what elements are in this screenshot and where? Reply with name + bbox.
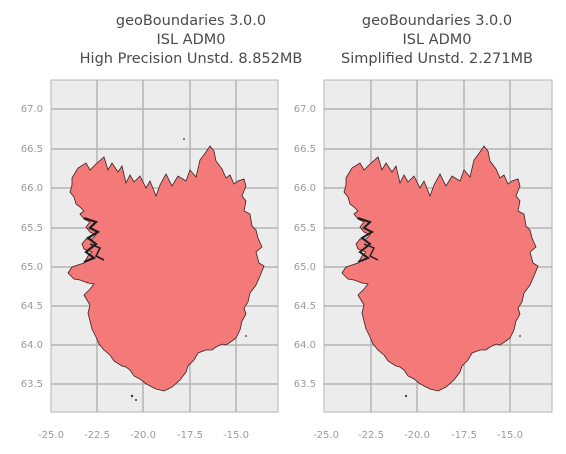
- right-map-title: geoBoundaries 3.0.0 ISL ADM0 Simplified …: [302, 12, 566, 69]
- right-ytick-65.0: 65.0: [294, 262, 316, 273]
- right-title-line-3: Simplified Unstd. 2.271MB: [341, 51, 533, 67]
- right-ytick-66.0: 66.0: [294, 183, 316, 194]
- left-title-line-2: ISL ADM0: [156, 32, 226, 48]
- left-xtick-25.0: -25.0: [38, 430, 64, 441]
- left-ytick-67.0: 67.0: [21, 104, 43, 115]
- right-x-axis-ticks: -25.0 -22.5 -20.0 -17.5 -15.0: [313, 430, 523, 441]
- left-y-axis-ticks: 67.0 66.5 66.0 65.5 65.0 64.5 64.0 63.5: [21, 104, 43, 390]
- right-xtick-20.0: -20.0: [404, 430, 430, 441]
- left-ytick-64.0: 64.0: [21, 340, 43, 351]
- right-ytick-66.5: 66.5: [294, 144, 316, 155]
- right-xtick-22.5: -22.5: [358, 430, 384, 441]
- left-plot-frame: [50, 79, 279, 413]
- left-xtick-17.5: -17.5: [177, 430, 203, 441]
- left-xtick-15.0: -15.0: [223, 430, 249, 441]
- left-title-line-1: geoBoundaries 3.0.0: [115, 13, 267, 29]
- right-ytick-65.5: 65.5: [294, 223, 316, 234]
- left-country-shape: [67, 138, 265, 401]
- left-xtick-22.5: -22.5: [84, 430, 110, 441]
- left-ytick-66.0: 66.0: [21, 183, 43, 194]
- left-map-panel: 67.0 66.5 66.0 65.5 65.0 64.5 64.0 63.5 …: [21, 79, 279, 441]
- right-ytick-64.5: 64.5: [294, 301, 316, 312]
- right-westfjords-detail: [357, 217, 375, 263]
- left-ytick-64.5: 64.5: [21, 301, 43, 312]
- left-xtick-20.0: -20.0: [130, 430, 156, 441]
- left-ytick-66.5: 66.5: [21, 144, 43, 155]
- right-title-line-2: ISL ADM0: [402, 32, 472, 48]
- right-ytick-63.5: 63.5: [294, 379, 316, 390]
- right-xtick-17.5: -17.5: [451, 430, 477, 441]
- right-plot-frame: [323, 79, 553, 413]
- right-xtick-15.0: -15.0: [497, 430, 523, 441]
- right-y-axis-ticks: 67.0 66.5 66.0 65.5 65.0 64.5 64.0 63.5: [294, 104, 316, 390]
- right-ytick-67.0: 67.0: [294, 104, 316, 115]
- right-xtick-25.0: -25.0: [313, 430, 339, 441]
- left-title-line-3: High Precision Unstd. 8.852MB: [79, 51, 303, 67]
- left-ytick-63.5: 63.5: [21, 379, 43, 390]
- right-title-line-1: geoBoundaries 3.0.0: [361, 13, 513, 29]
- right-map-panel: 67.0 66.5 66.0 65.5 65.0 64.5 64.0 63.5 …: [294, 79, 553, 441]
- left-ytick-65.5: 65.5: [21, 223, 43, 234]
- left-westfjords-detail: [83, 216, 101, 264]
- left-ytick-65.0: 65.0: [21, 262, 43, 273]
- right-country-shape: [341, 145, 539, 398]
- left-x-axis-ticks: -25.0 -22.5 -20.0 -17.5 -15.0: [38, 430, 249, 441]
- left-map-title: geoBoundaries 3.0.0 ISL ADM0 High Precis…: [56, 12, 326, 69]
- right-ytick-64.0: 64.0: [294, 340, 316, 351]
